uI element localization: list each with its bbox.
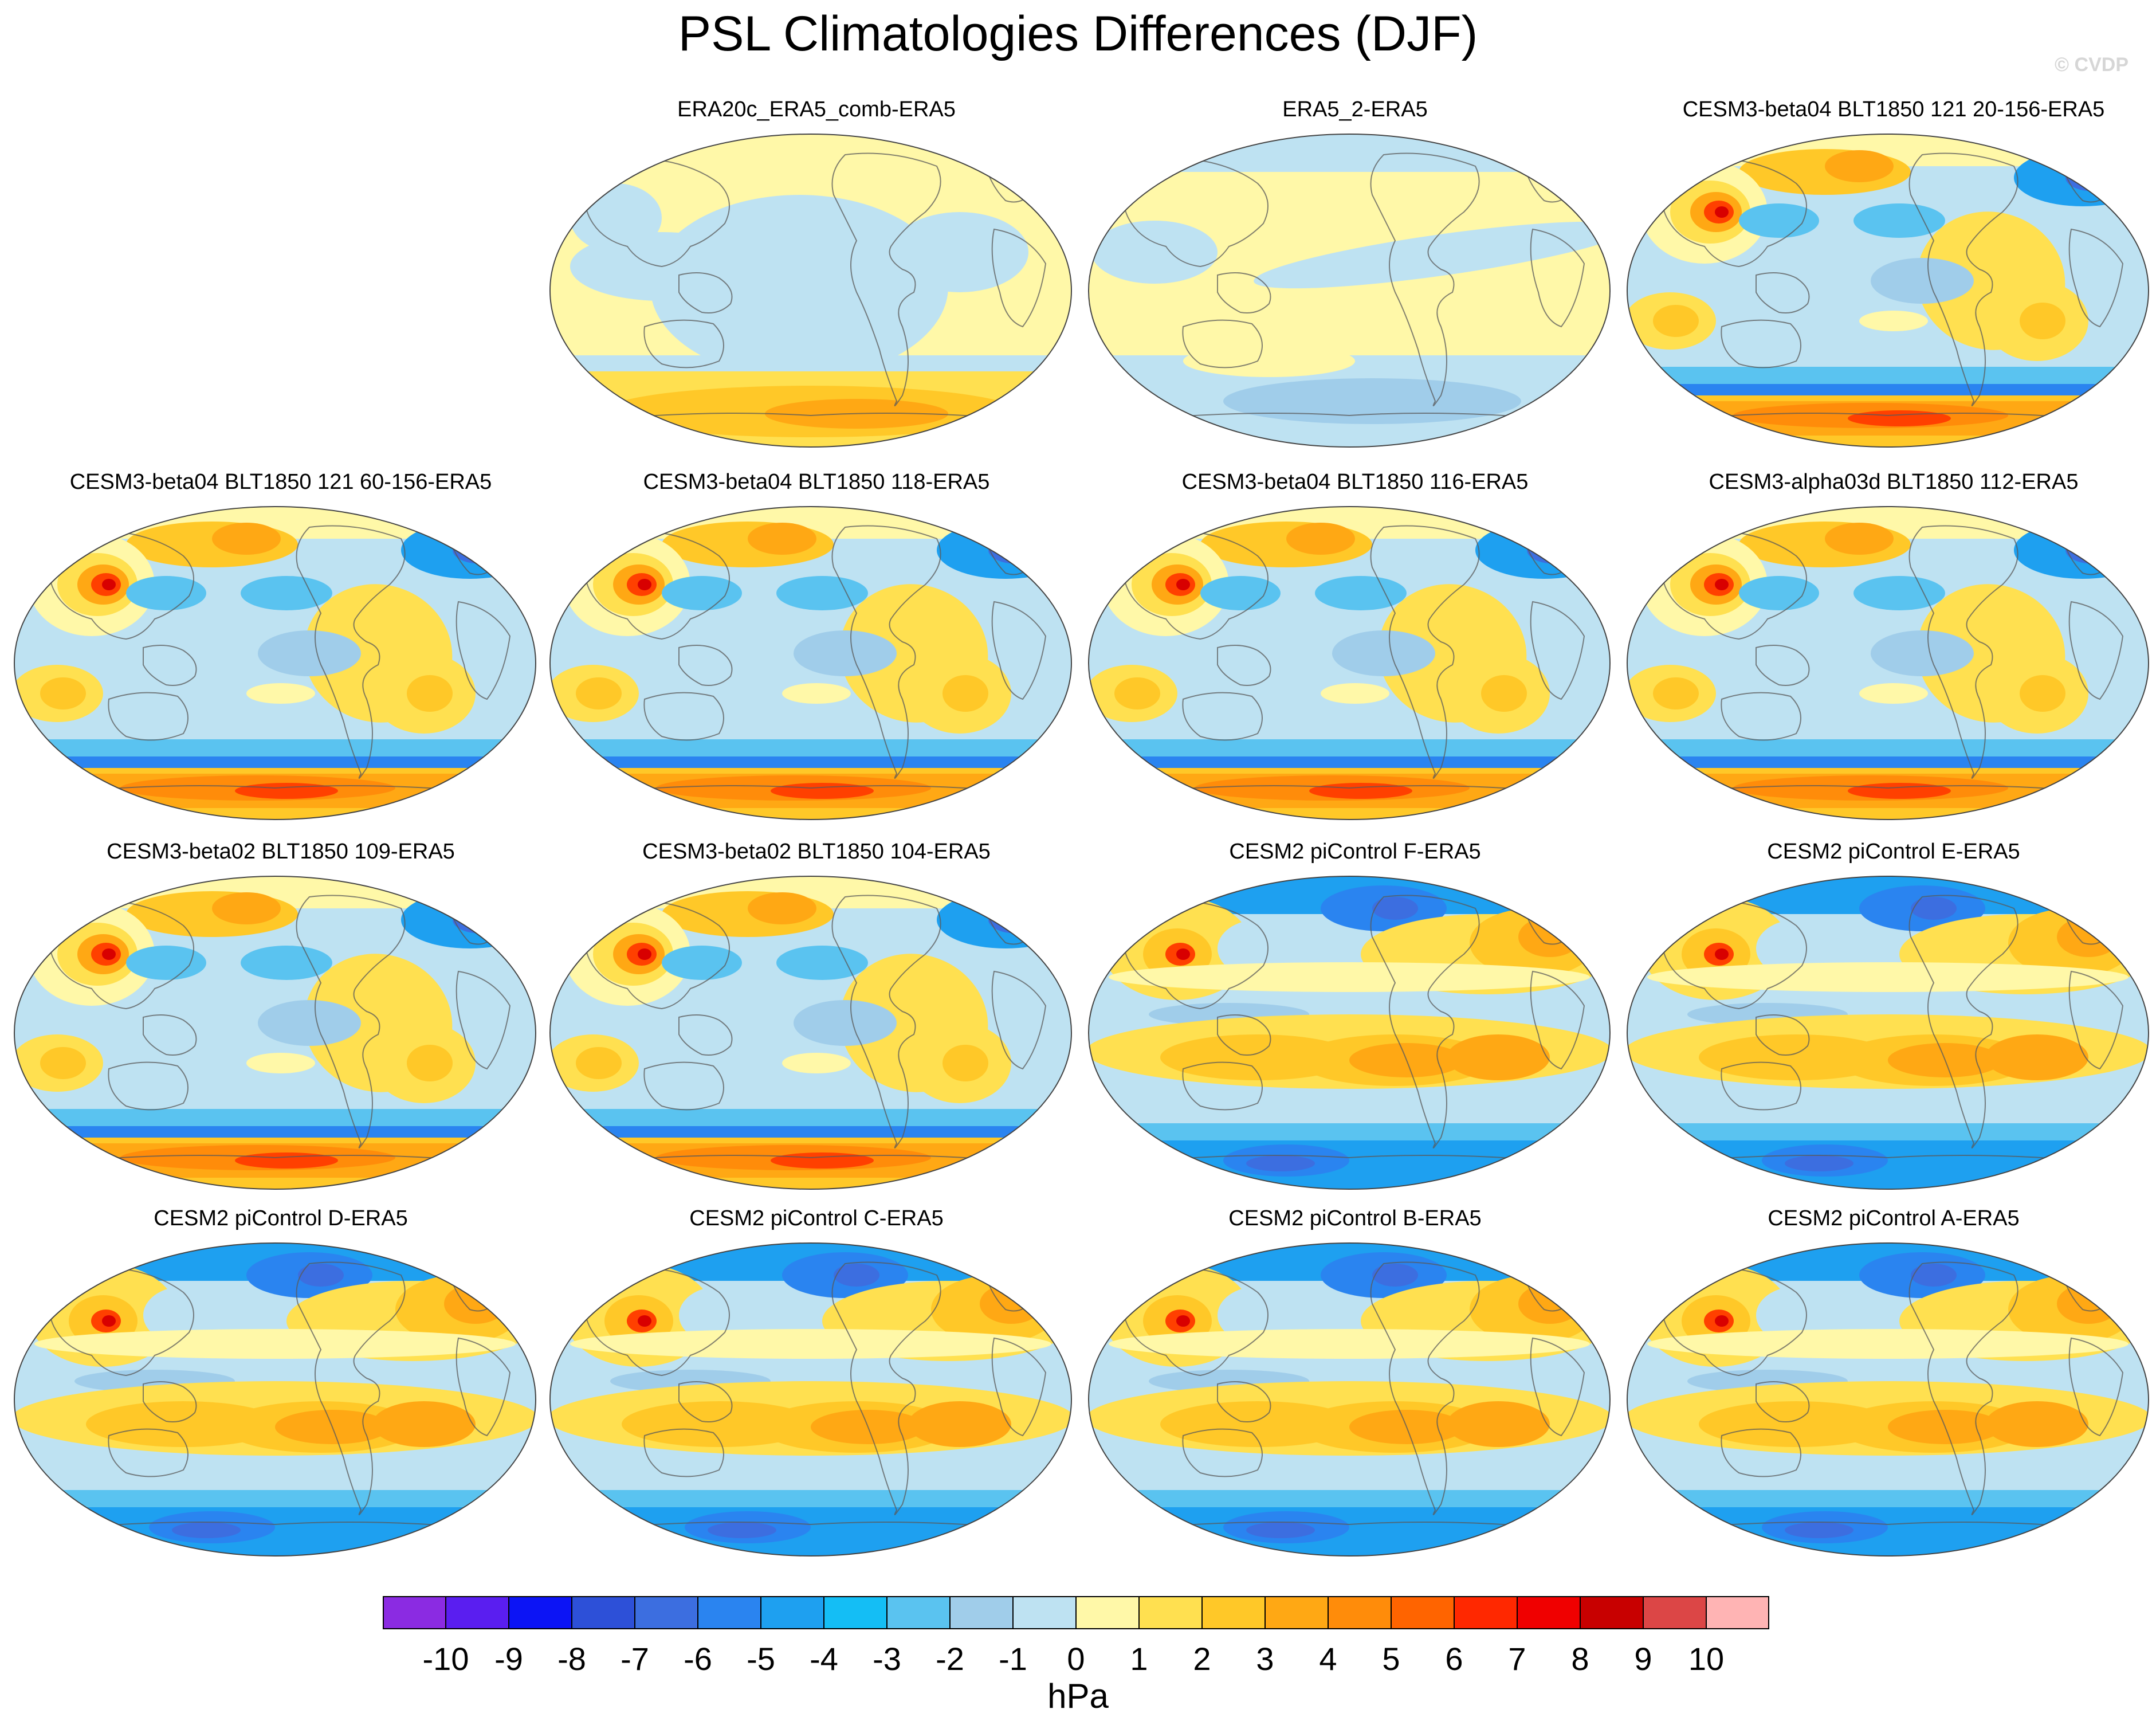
panel-title: ERA5_2-ERA5 [1282, 97, 1428, 121]
colorbar-cell [950, 1596, 1014, 1629]
map-panel: CESM2 piControl E-ERA5 [1624, 840, 2156, 1206]
map-panel: CESM3-alpha03d BLT1850 112-ERA5 [1624, 470, 2156, 837]
panel-title: CESM2 piControl D-ERA5 [154, 1206, 408, 1230]
colorbar-cell [1580, 1596, 1644, 1629]
robinson-map [1627, 876, 2149, 1190]
robinson-map [14, 506, 536, 820]
colorbar-cell [698, 1596, 761, 1629]
robinson-map [1627, 506, 2149, 820]
colorbar-cell [1517, 1596, 1581, 1629]
panel-title: CESM3-beta04 BLT1850 121 20-156-ERA5 [1682, 97, 2105, 121]
map-panel: ERA20c_ERA5_comb-ERA5 [547, 97, 1086, 464]
colorbar-cell [1013, 1596, 1077, 1629]
panel-title: CESM2 piControl A-ERA5 [1768, 1206, 2020, 1230]
figure-title: PSL Climatologies Differences (DJF) [678, 6, 1478, 61]
colorbar [383, 1596, 1769, 1629]
robinson-map [1088, 876, 1611, 1190]
colorbar-cell [1265, 1596, 1329, 1629]
panel-title: CESM3-beta04 BLT1850 118-ERA5 [643, 470, 990, 494]
robinson-map [1627, 1242, 2149, 1557]
colorbar-tick-label: 1 [1130, 1641, 1148, 1677]
robinson-map [549, 876, 1072, 1190]
map-panel: CESM2 piControl F-ERA5 [1086, 840, 1624, 1206]
colorbar-tick-label: 10 [1688, 1641, 1725, 1677]
colorbar-tick-label: -2 [936, 1641, 964, 1677]
colorbar-cell [509, 1596, 572, 1629]
colorbar-cell [1076, 1596, 1140, 1629]
colorbar-tick-label: 0 [1067, 1641, 1085, 1677]
colorbar-tick-label: -4 [810, 1641, 838, 1677]
colorbar-cell [1328, 1596, 1392, 1629]
colorbar-cell [635, 1596, 698, 1629]
colorbar-tick-label: -10 [422, 1641, 469, 1677]
panel-title: CESM2 piControl E-ERA5 [1767, 840, 2020, 864]
colorbar-tick-label: -7 [621, 1641, 649, 1677]
panel-title: CESM3-beta04 BLT1850 121 60-156-ERA5 [69, 470, 492, 494]
robinson-map [1088, 134, 1611, 448]
map-panel: CESM2 piControl A-ERA5 [1624, 1206, 2156, 1573]
watermark: © CVDP [2055, 54, 2128, 76]
robinson-map [1088, 1242, 1611, 1557]
robinson-map [1627, 134, 2149, 448]
map-panel: CESM3-beta04 BLT1850 118-ERA5 [547, 470, 1086, 837]
colorbar-cell [1139, 1596, 1203, 1629]
map-panel: CESM3-beta02 BLT1850 109-ERA5 [11, 840, 550, 1206]
colorbar-tick-label: -5 [747, 1641, 775, 1677]
map-panel: CESM2 piControl C-ERA5 [547, 1206, 1086, 1573]
panel-title: CESM2 piControl C-ERA5 [689, 1206, 944, 1230]
robinson-map [1088, 506, 1611, 820]
panel-title: CESM2 piControl F-ERA5 [1229, 840, 1481, 864]
map-panel: CESM3-beta02 BLT1850 104-ERA5 [547, 840, 1086, 1206]
panel-title: ERA20c_ERA5_comb-ERA5 [677, 97, 956, 121]
panel-title: CESM3-beta04 BLT1850 116-ERA5 [1181, 470, 1529, 494]
colorbar-cell [1391, 1596, 1455, 1629]
map-panel: CESM3-beta04 BLT1850 121 20-156-ERA5 [1624, 97, 2156, 464]
colorbar-cell [887, 1596, 951, 1629]
map-panel: CESM2 piControl D-ERA5 [11, 1206, 550, 1573]
colorbar-cell [446, 1596, 509, 1629]
map-panel: CESM3-beta04 BLT1850 121 60-156-ERA5 [11, 470, 550, 837]
colorbar-tick-label: 8 [1571, 1641, 1589, 1677]
robinson-map [14, 876, 536, 1190]
panel-title: CESM3-beta02 BLT1850 104-ERA5 [642, 840, 991, 864]
colorbar-tick-label: -6 [684, 1641, 712, 1677]
colorbar-tick-label: -1 [999, 1641, 1027, 1677]
colorbar-tick-label: 6 [1445, 1641, 1463, 1677]
panel-title: CESM3-alpha03d BLT1850 112-ERA5 [1709, 470, 2079, 494]
colorbar-tick-label: 7 [1508, 1641, 1526, 1677]
colorbar-cell [1643, 1596, 1707, 1629]
map-panel: CESM2 piControl B-ERA5 [1086, 1206, 1624, 1573]
robinson-map [549, 506, 1072, 820]
colorbar-tick-label: 3 [1256, 1641, 1274, 1677]
colorbar-tick-label: -9 [494, 1641, 523, 1677]
colorbar-cell [383, 1596, 446, 1629]
map-panel: ERA5_2-ERA5 [1086, 97, 1624, 464]
robinson-map [549, 1242, 1072, 1557]
colorbar-tick-label: 4 [1319, 1641, 1337, 1677]
map-panel: CESM3-beta04 BLT1850 116-ERA5 [1086, 470, 1624, 837]
colorbar-cell [1706, 1596, 1769, 1629]
colorbar-tick-label: -8 [557, 1641, 586, 1677]
colorbar-tick-label: 5 [1382, 1641, 1400, 1677]
colorbar-tick-label: -3 [873, 1641, 901, 1677]
panel-title: CESM2 piControl B-ERA5 [1228, 1206, 1482, 1230]
colorbar-cell [761, 1596, 824, 1629]
robinson-map [14, 1242, 536, 1557]
robinson-map [549, 134, 1072, 448]
colorbar-tick-label: 2 [1193, 1641, 1211, 1677]
panel-title: CESM3-beta02 BLT1850 109-ERA5 [107, 840, 455, 864]
colorbar-cell [1454, 1596, 1518, 1629]
colorbar-cell [824, 1596, 887, 1629]
colorbar-cell [572, 1596, 635, 1629]
colorbar-cell [1202, 1596, 1266, 1629]
colorbar-tick-label: 9 [1634, 1641, 1652, 1677]
colorbar-units: hPa [1047, 1677, 1109, 1715]
